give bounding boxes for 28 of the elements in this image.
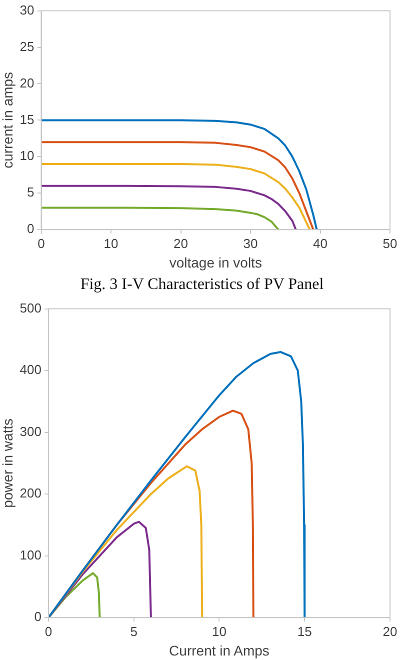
y-tick-label: 200: [20, 486, 42, 501]
x-tick-label: 20: [174, 236, 188, 251]
y-tick-label: 300: [20, 424, 42, 439]
y-tick-label: 0: [27, 221, 34, 236]
y-tick-label: 500: [20, 300, 42, 316]
x-tick-label: 5: [130, 624, 138, 639]
x-axis-title: Current in Amps: [169, 642, 270, 658]
y-tick-label: 15: [20, 112, 34, 127]
y-axis-title: current in amps: [0, 72, 16, 168]
x-tick-label: 0: [44, 624, 52, 639]
x-tick-label: 10: [212, 624, 226, 639]
y-tick-label: 20: [20, 75, 34, 90]
x-axis-title: voltage in volts: [169, 254, 262, 270]
y-tick-label: 100: [20, 547, 42, 562]
y-axis-title: power in watts: [0, 418, 16, 508]
x-tick-label: 10: [104, 236, 118, 251]
y-tick-label: 400: [20, 362, 42, 378]
x-tick-label: 15: [297, 624, 312, 639]
y-tick-label: 0: [34, 609, 42, 624]
caption: Fig. 3 I-V Characteristics of PV Panel: [79, 275, 325, 295]
x-tick-label: 30: [243, 236, 258, 251]
x-tick-label: 50: [382, 236, 398, 251]
x-tick-label: 20: [382, 624, 398, 639]
y-tick-label: 10: [20, 148, 34, 164]
x-tick-label: 40: [313, 236, 328, 251]
y-tick-label: 30: [20, 2, 34, 18]
y-tick-label: 25: [20, 38, 34, 54]
y-tick-label: 5: [27, 184, 34, 200]
